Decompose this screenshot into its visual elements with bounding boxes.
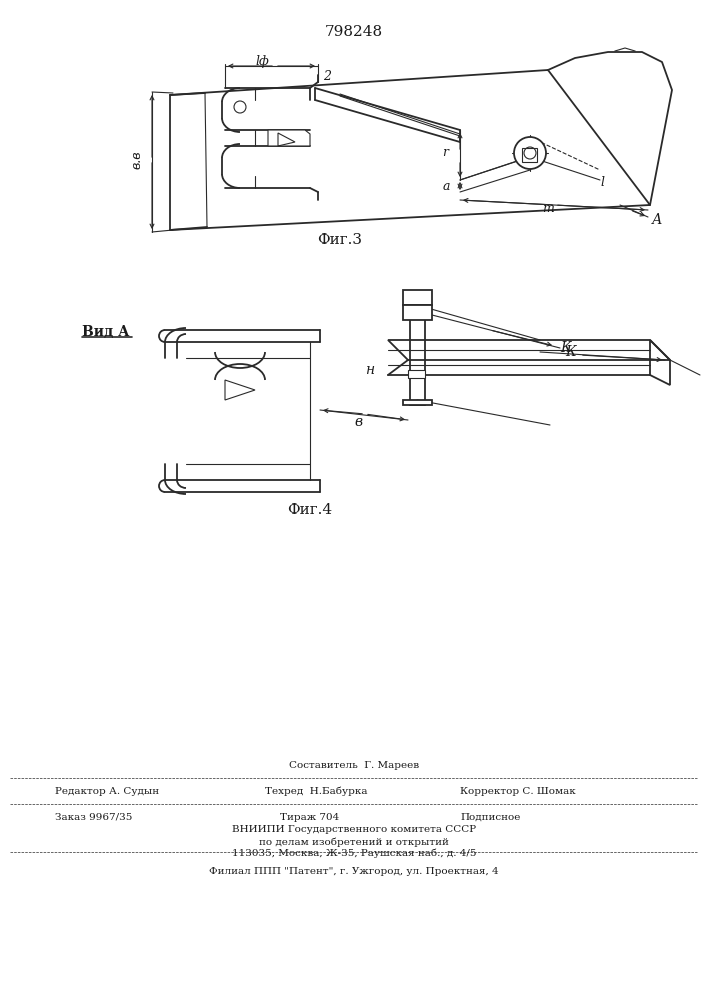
- Text: l: l: [600, 176, 604, 188]
- Text: Корректор С. Шомак: Корректор С. Шомак: [460, 786, 575, 796]
- Text: Вид А: Вид А: [82, 325, 129, 339]
- Text: а: а: [443, 180, 450, 194]
- Text: Заказ 9967/35: Заказ 9967/35: [55, 812, 132, 822]
- Text: н: н: [366, 363, 375, 377]
- Text: 113035, Москва, Ж-35, Раушская наб., д. 4/5: 113035, Москва, Ж-35, Раушская наб., д. …: [232, 848, 477, 858]
- Text: Составитель  Г. Мареев: Составитель Г. Мареев: [289, 762, 419, 770]
- Text: в.в: в.в: [131, 151, 144, 169]
- Text: Фиг.3: Фиг.3: [317, 233, 363, 247]
- Polygon shape: [403, 400, 432, 405]
- Text: Филиал ППП "Патент", г. Ужгород, ул. Проектная, 4: Филиал ППП "Патент", г. Ужгород, ул. Про…: [209, 867, 499, 876]
- Text: Редактор А. Судын: Редактор А. Судын: [55, 786, 159, 796]
- Polygon shape: [403, 305, 432, 320]
- Text: ВНИИПИ Государственного комитета СССР: ВНИИПИ Государственного комитета СССР: [232, 826, 476, 834]
- Circle shape: [514, 137, 546, 169]
- Text: lф: lф: [255, 55, 269, 68]
- Text: Подписное: Подписное: [460, 812, 520, 822]
- Text: 2: 2: [323, 70, 331, 83]
- Text: Техред  Н.Бабурка: Техред Н.Бабурка: [265, 786, 368, 796]
- Text: по делам изобретений и открытий: по делам изобретений и открытий: [259, 837, 449, 847]
- Text: К: К: [560, 341, 571, 355]
- Text: А: А: [652, 213, 662, 227]
- Polygon shape: [522, 148, 537, 162]
- Polygon shape: [408, 370, 425, 378]
- Text: r: r: [442, 145, 448, 158]
- Text: 798248: 798248: [325, 25, 383, 39]
- Text: Тираж 704: Тираж 704: [280, 812, 339, 822]
- Text: Фиг.4: Фиг.4: [288, 503, 332, 517]
- Polygon shape: [403, 290, 432, 305]
- Text: в: в: [354, 415, 362, 429]
- Text: m: m: [542, 202, 554, 215]
- Polygon shape: [268, 130, 310, 146]
- Text: К: К: [565, 345, 575, 359]
